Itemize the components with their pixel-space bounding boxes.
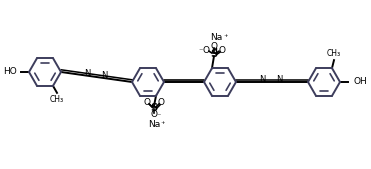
Text: CH₃: CH₃ <box>327 49 341 58</box>
Text: O: O <box>210 42 217 51</box>
Text: Na: Na <box>210 33 222 42</box>
Text: O: O <box>203 46 210 55</box>
Text: ⁺: ⁺ <box>161 120 165 129</box>
Text: S: S <box>210 49 217 59</box>
Text: N: N <box>101 71 107 80</box>
Text: ⁺: ⁺ <box>224 33 228 42</box>
Text: N: N <box>84 69 90 78</box>
Text: O: O <box>151 110 158 119</box>
Text: Na: Na <box>148 120 160 129</box>
Text: O: O <box>144 98 151 107</box>
Text: ⁻: ⁻ <box>199 47 203 56</box>
Text: O: O <box>219 46 226 55</box>
Text: OH: OH <box>353 78 367 87</box>
Text: CH₃: CH₃ <box>50 95 64 104</box>
Text: S: S <box>150 103 158 113</box>
Text: N: N <box>276 75 283 84</box>
Text: O: O <box>158 98 164 107</box>
Text: HO: HO <box>3 67 17 77</box>
Text: ⁻: ⁻ <box>157 111 161 120</box>
Text: N: N <box>259 75 266 84</box>
